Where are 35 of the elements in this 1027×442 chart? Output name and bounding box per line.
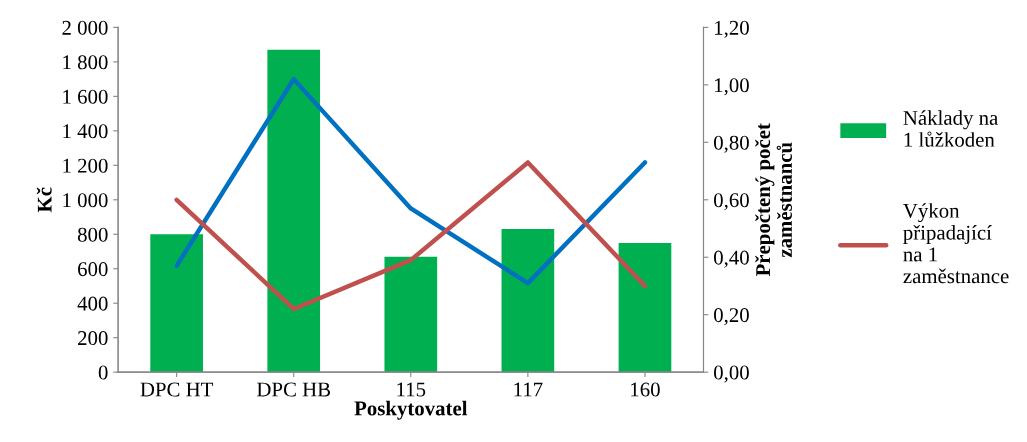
y2-tick-label: 0,20 xyxy=(714,308,749,326)
y-tick-label: 800 xyxy=(77,227,108,242)
y2-axis-title: Přepočtený počet zaměstnanců xyxy=(755,123,793,277)
y-tick-label: 0 xyxy=(98,365,108,380)
y2-tick-label: 1,00 xyxy=(715,78,749,96)
x-tick-label: DPC HT xyxy=(140,382,214,397)
y-tick-label: 2 000 xyxy=(62,20,108,35)
bar xyxy=(267,49,321,373)
y-tick-label: 1 600 xyxy=(63,89,108,104)
x-axis-title: Poskytovatel xyxy=(354,400,468,420)
x-tick-label: DPC HB xyxy=(256,382,331,397)
y2-tick-label: 0,80 xyxy=(714,135,749,153)
y-tick-label: 1 200 xyxy=(63,158,108,173)
bar xyxy=(501,229,555,373)
y-tick-label: 1 400 xyxy=(63,124,108,139)
y-tick-label: 600 xyxy=(78,262,108,277)
y-tick-label: 1 000 xyxy=(63,193,108,208)
bar xyxy=(618,242,672,373)
legend-label: Výkon připadající na 1 zaměstnance xyxy=(903,203,1009,284)
x-tick-label: 117 xyxy=(514,382,543,397)
bar xyxy=(150,234,203,373)
y2-tick-label: 1,20 xyxy=(715,20,749,38)
y-tick-label: 200 xyxy=(78,331,108,346)
y-tick-label: 400 xyxy=(77,296,108,311)
line-series xyxy=(174,76,648,286)
y2-tick-label: 0,00 xyxy=(714,365,749,383)
y2-tick-label: 0,40 xyxy=(714,250,749,268)
x-tick-label: 115 xyxy=(397,382,426,397)
y-tick-label: 1 800 xyxy=(63,55,108,70)
y-axis-title: Kč xyxy=(36,187,52,213)
line-series xyxy=(174,160,648,312)
legend-label: Náklady na 1 lůžkoden xyxy=(903,110,999,147)
x-tick-label: 160 xyxy=(631,382,660,397)
bar xyxy=(384,256,438,373)
y2-tick-label: 0,60 xyxy=(714,193,749,211)
